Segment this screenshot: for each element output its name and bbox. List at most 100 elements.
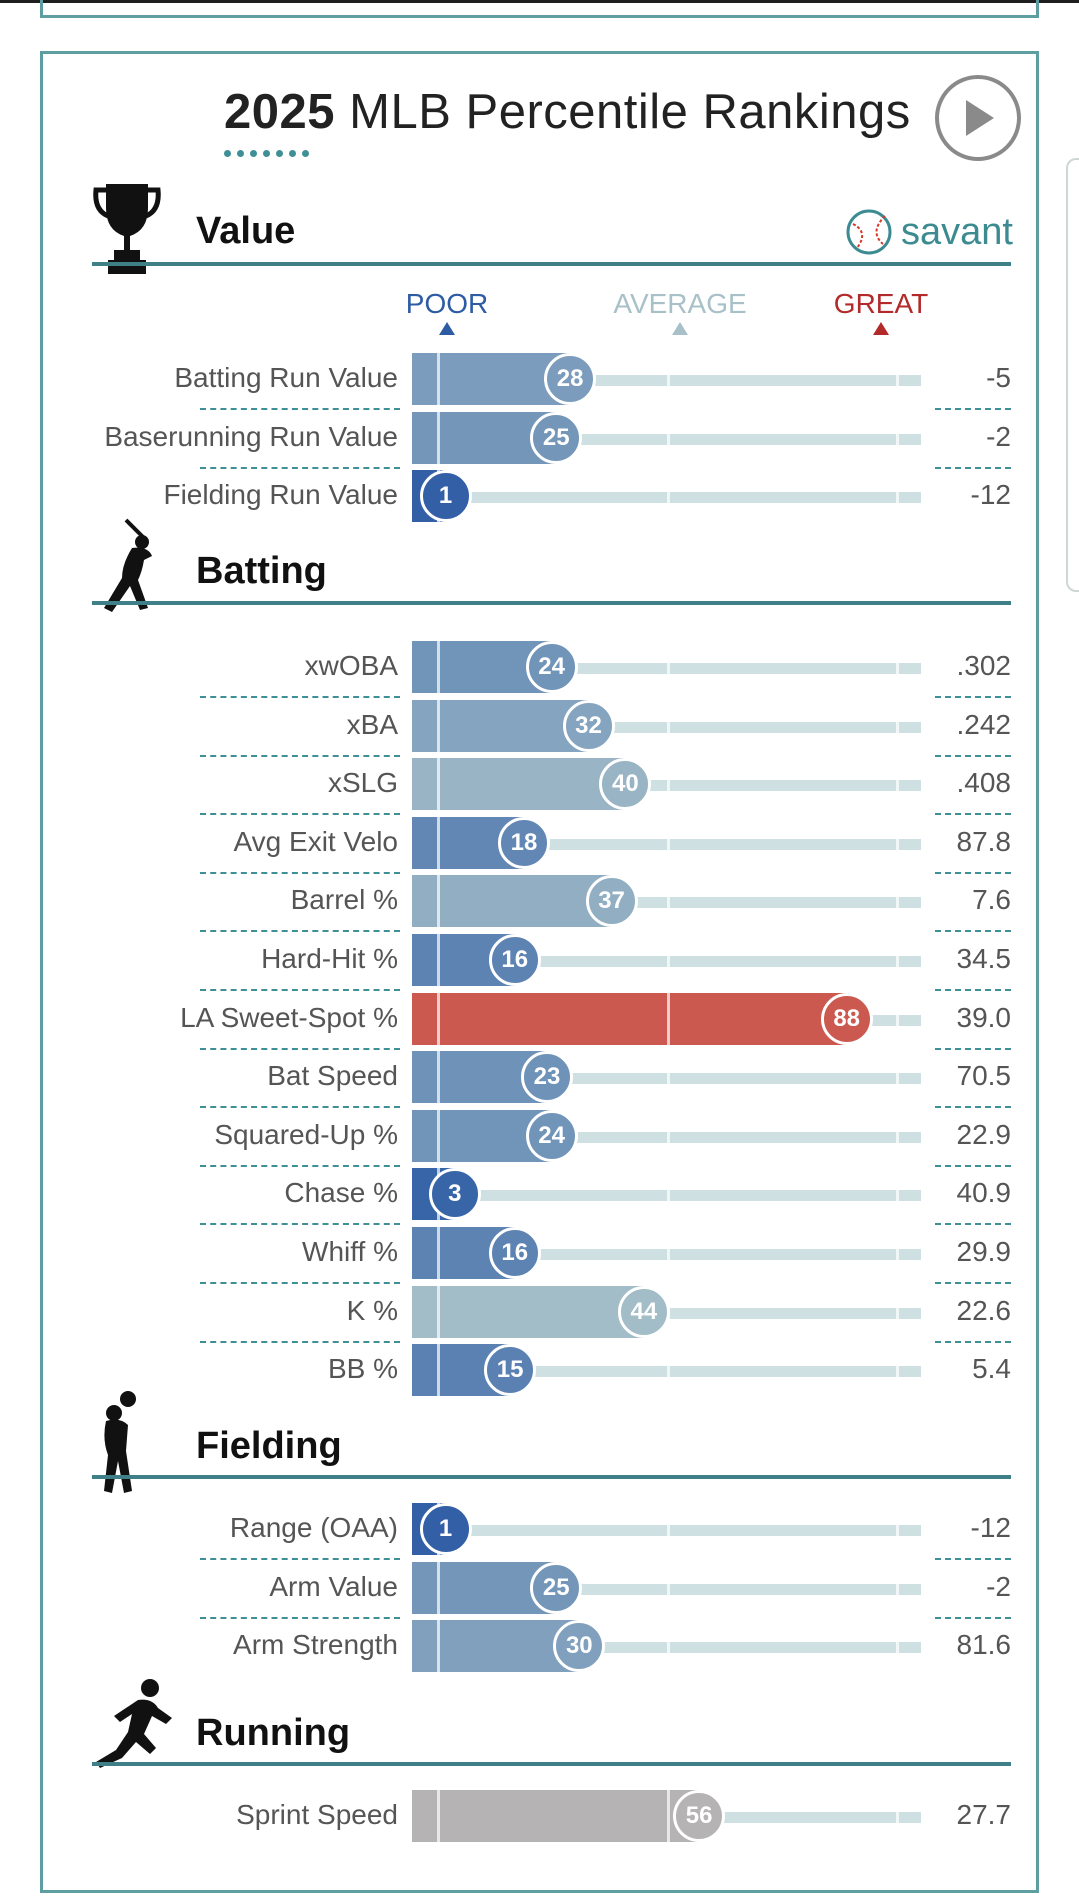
metric-row[interactable]: Chase % 3 40.9	[0, 1167, 1079, 1223]
metric-row[interactable]: Squared-Up % 24 22.9	[0, 1109, 1079, 1165]
row-divider-left	[200, 989, 400, 991]
section-title: Fielding	[196, 1425, 342, 1467]
row-divider-right	[935, 989, 1011, 991]
percentile-track	[412, 1190, 921, 1201]
row-divider-right	[935, 1282, 1011, 1284]
row-divider-right	[935, 813, 1011, 815]
metric-row[interactable]: Range (OAA) 1 -12	[0, 1502, 1079, 1558]
bar-tick	[437, 993, 441, 1045]
metric-label: K %	[346, 1295, 398, 1326]
row-divider-right	[935, 1223, 1011, 1225]
metric-label: Hard-Hit %	[261, 943, 398, 974]
section-title: Running	[196, 1712, 351, 1754]
track-tick	[895, 1584, 899, 1595]
metric-row[interactable]: BB % 15 5.4	[0, 1343, 1079, 1399]
bar-tick	[437, 412, 441, 464]
metric-row[interactable]: Sprint Speed 56 27.7	[0, 1789, 1079, 1845]
percentile-marker: 23	[521, 1051, 574, 1103]
track-tick	[666, 1073, 670, 1084]
percentile-marker: 15	[484, 1344, 537, 1396]
track-tick	[666, 1525, 670, 1536]
percentile-marker: 32	[562, 700, 615, 752]
metric-value: 22.9	[956, 1119, 1012, 1150]
track-tick	[666, 1249, 670, 1260]
track-tick	[666, 1642, 670, 1653]
section-divider	[92, 1762, 1011, 1766]
track-tick	[895, 1132, 899, 1143]
track-tick	[666, 1190, 670, 1201]
track-tick	[666, 1584, 670, 1595]
row-divider-right	[935, 930, 1011, 932]
track-tick	[666, 434, 670, 445]
percentile-marker: 88	[820, 993, 873, 1045]
row-divider-left	[200, 1282, 400, 1284]
row-divider-right	[935, 1341, 1011, 1343]
metric-row[interactable]: LA Sweet-Spot % 88 39.0	[0, 992, 1079, 1048]
track-tick	[895, 1190, 899, 1201]
percentile-marker: 24	[525, 1110, 578, 1162]
section-divider	[92, 262, 1011, 266]
metric-label: Range (OAA)	[229, 1512, 398, 1543]
play-button[interactable]	[935, 75, 1021, 161]
track-tick	[666, 839, 670, 850]
percentile-rankings-card	[40, 51, 1039, 1893]
metric-label: Chase %	[284, 1177, 398, 1208]
previous-panel-border	[40, 0, 1039, 18]
metric-row[interactable]: Bat Speed 23 70.5	[0, 1050, 1079, 1106]
bar-tick	[437, 1562, 441, 1614]
row-divider-right	[935, 1165, 1011, 1167]
metric-row[interactable]: Arm Strength 30 81.6	[0, 1619, 1079, 1675]
metric-row[interactable]: Arm Value 25 -2	[0, 1561, 1079, 1617]
metric-value: .408	[956, 767, 1012, 798]
track-tick	[895, 1366, 899, 1377]
metric-label: Batting Run Value	[174, 362, 398, 393]
top-divider	[0, 0, 1079, 3]
track-tick	[895, 1642, 899, 1653]
percentile-marker: 1	[419, 470, 472, 522]
bar-tick	[437, 1110, 441, 1162]
metric-row[interactable]: Barrel % 37 7.6	[0, 874, 1079, 930]
metric-row[interactable]: Avg Exit Velo 18 87.8	[0, 816, 1079, 872]
play-icon	[966, 100, 994, 136]
metric-row[interactable]: Hard-Hit % 16 34.5	[0, 933, 1079, 989]
percentile-bar	[412, 993, 847, 1045]
row-divider-left	[200, 1617, 400, 1619]
metric-value: 81.6	[956, 1629, 1012, 1660]
bar-tick	[437, 641, 441, 693]
side-drawer-handle[interactable]	[1066, 158, 1079, 592]
metric-value: 34.5	[956, 943, 1012, 974]
percentile-marker: 3	[428, 1168, 481, 1220]
metric-row[interactable]: Whiff % 16 29.9	[0, 1226, 1079, 1282]
metric-row[interactable]: K % 44 22.6	[0, 1285, 1079, 1341]
track-tick	[895, 722, 899, 733]
metric-row[interactable]: Baserunning Run Value 25 -2	[0, 411, 1079, 467]
percentile-marker: 16	[488, 1227, 541, 1279]
track-tick	[666, 956, 670, 967]
track-tick	[666, 663, 670, 674]
metric-row[interactable]: xSLG 40 .408	[0, 757, 1079, 813]
metric-value: 39.0	[956, 1002, 1012, 1033]
section-divider	[92, 601, 1011, 605]
row-divider-left	[200, 1341, 400, 1343]
metric-value: -2	[986, 421, 1011, 452]
page-title: 2025 MLB Percentile Rankings	[224, 84, 911, 140]
row-divider-right	[935, 408, 1011, 410]
track-tick	[895, 1015, 899, 1026]
metric-row[interactable]: xBA 32 .242	[0, 699, 1079, 755]
percentile-bar	[412, 1620, 580, 1672]
row-divider-left	[200, 872, 400, 874]
percentile-bar	[412, 758, 626, 810]
bar-tick	[437, 1790, 441, 1842]
metric-value: .242	[956, 709, 1012, 740]
metric-value: -12	[970, 479, 1011, 510]
metric-row[interactable]: Batting Run Value 28 -5	[0, 352, 1079, 408]
metric-row[interactable]: Fielding Run Value 1 -12	[0, 469, 1079, 525]
track-tick	[666, 722, 670, 733]
percentile-marker: 28	[544, 353, 597, 405]
metric-row[interactable]: xwOBA 24 .302	[0, 640, 1079, 696]
track-tick	[666, 375, 670, 386]
track-tick	[666, 492, 670, 503]
savant-logo: savant	[845, 208, 1013, 256]
metric-value: 40.9	[956, 1177, 1012, 1208]
metric-label: Barrel %	[290, 884, 398, 915]
